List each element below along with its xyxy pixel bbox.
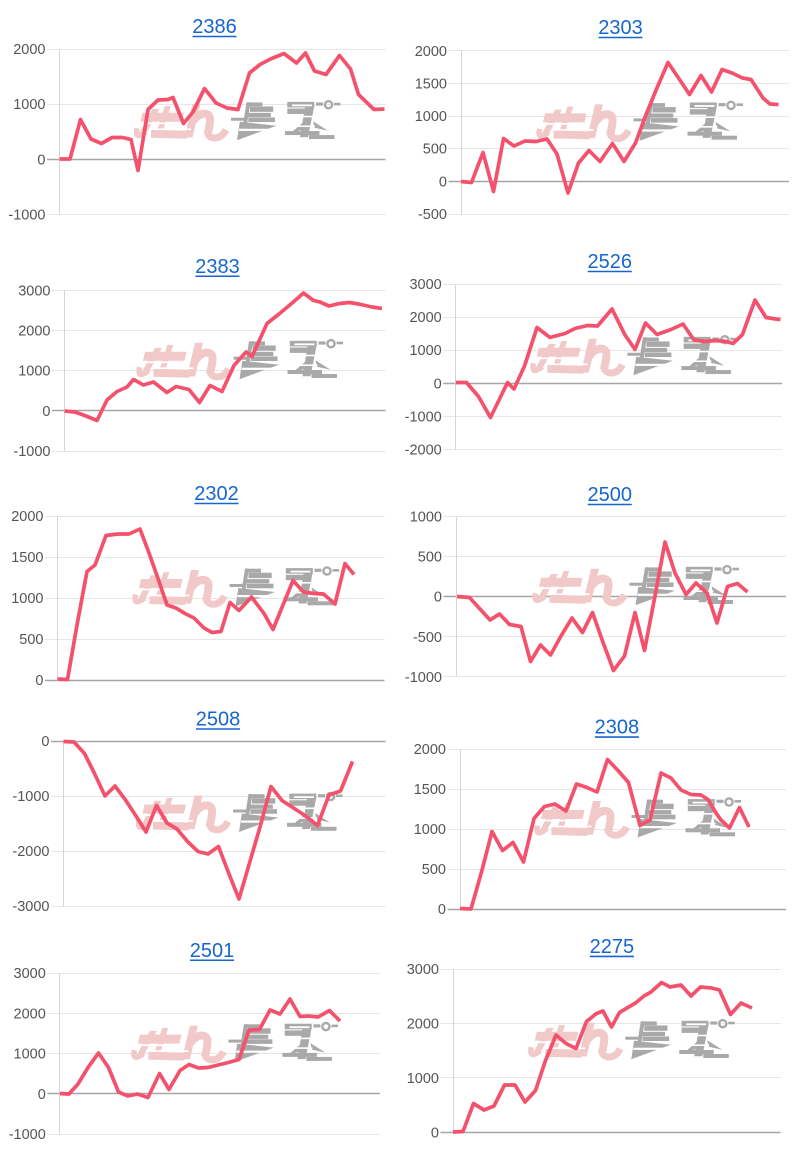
svg-text:500: 500 [422,862,446,878]
svg-text:2000: 2000 [407,1017,439,1033]
svg-text:2000: 2000 [414,742,446,758]
svg-text:-1000: -1000 [405,670,442,686]
svg-text:3000: 3000 [18,283,50,299]
svg-text:2302: 2302 [194,483,239,505]
svg-text:-1000: -1000 [9,1127,46,1143]
svg-text:1000: 1000 [18,364,50,380]
svg-text:0: 0 [38,1087,46,1103]
svg-text:1000: 1000 [11,591,43,607]
svg-text:500: 500 [423,142,447,158]
svg-text:0: 0 [439,174,447,190]
svg-text:-2000: -2000 [405,443,442,459]
svg-text:1000: 1000 [407,1071,439,1087]
svg-text:2000: 2000 [409,310,441,326]
svg-text:-1000: -1000 [13,444,50,460]
svg-text:2000: 2000 [415,44,447,60]
svg-text:-500: -500 [418,207,447,223]
svg-text:1500: 1500 [11,550,43,566]
svg-text:0: 0 [431,1125,439,1141]
svg-text:2500: 2500 [588,484,633,506]
svg-text:2526: 2526 [588,251,633,273]
svg-text:3000: 3000 [409,277,441,293]
svg-text:2000: 2000 [14,1006,46,1022]
svg-text:-3000: -3000 [12,899,49,915]
svg-text:500: 500 [19,632,43,648]
svg-text:0: 0 [35,673,43,689]
svg-text:2275: 2275 [590,936,635,958]
svg-text:2501: 2501 [190,940,235,962]
svg-text:2000: 2000 [13,42,45,58]
svg-text:0: 0 [438,902,446,918]
svg-text:1000: 1000 [409,343,441,359]
svg-text:-1000: -1000 [8,207,45,223]
svg-text:1000: 1000 [410,510,442,526]
svg-text:3000: 3000 [407,962,439,978]
svg-text:0: 0 [434,590,442,606]
svg-text:-1000: -1000 [12,789,49,805]
svg-text:2000: 2000 [18,324,50,340]
svg-text:1500: 1500 [414,782,446,798]
svg-text:2000: 2000 [11,509,43,525]
svg-text:1000: 1000 [415,109,447,125]
svg-text:1000: 1000 [13,97,45,113]
svg-text:1000: 1000 [414,822,446,838]
svg-text:2386: 2386 [192,16,237,38]
svg-text:2383: 2383 [195,256,240,278]
svg-text:1500: 1500 [415,76,447,92]
svg-text:1000: 1000 [14,1047,46,1063]
svg-text:0: 0 [434,376,442,392]
svg-text:-1000: -1000 [405,409,442,425]
svg-text:0: 0 [42,404,50,420]
svg-text:-500: -500 [413,630,442,646]
svg-text:0: 0 [37,152,45,168]
svg-text:2303: 2303 [598,17,643,39]
svg-text:2508: 2508 [196,709,241,731]
svg-text:3000: 3000 [14,966,46,982]
svg-text:2308: 2308 [595,717,640,739]
svg-text:500: 500 [418,550,442,566]
svg-text:-2000: -2000 [12,844,49,860]
svg-text:0: 0 [41,734,49,750]
